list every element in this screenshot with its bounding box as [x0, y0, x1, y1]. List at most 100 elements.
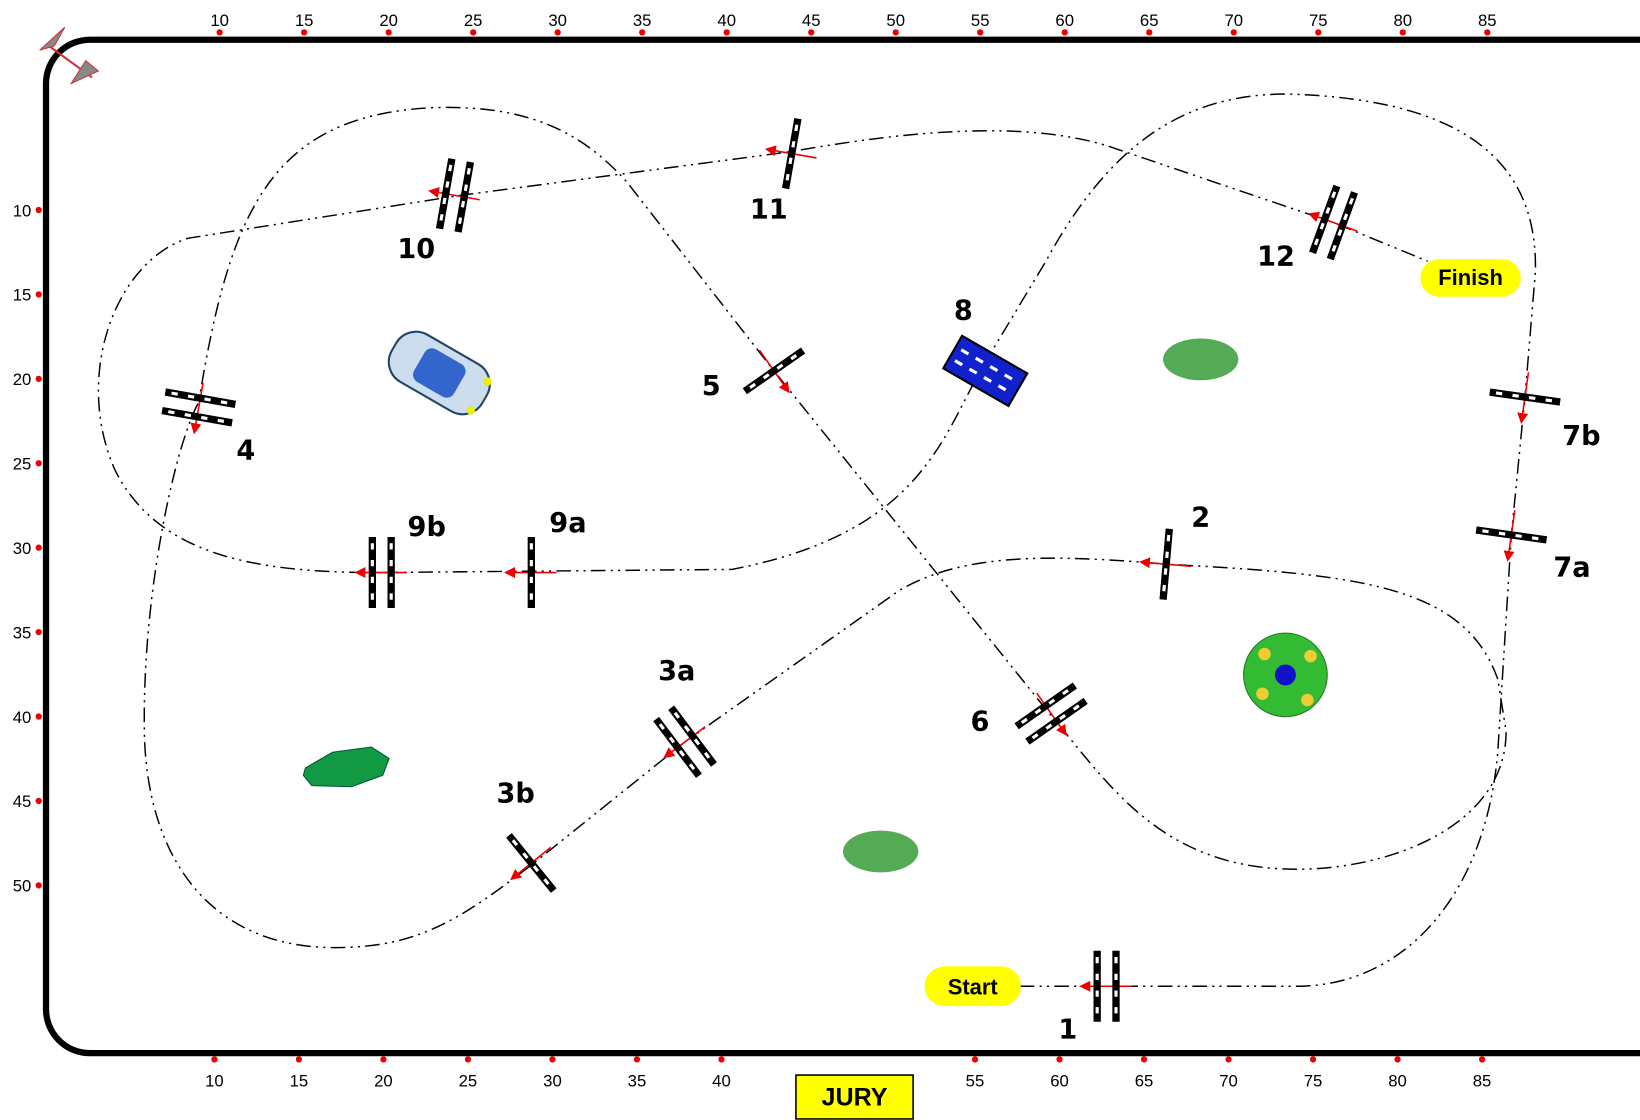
gate — [1475, 509, 1548, 562]
scale-tick — [718, 1056, 725, 1063]
route — [97, 93, 1537, 987]
left-scale-label: 15 — [13, 286, 32, 305]
obstacle-label: 6 — [971, 706, 990, 737]
left-scale-label: 10 — [13, 201, 32, 220]
obstacle-label: 9b — [408, 512, 446, 543]
bottom-scale-label: 65 — [1135, 1072, 1154, 1091]
top-scale-label: 65 — [1140, 11, 1159, 30]
bottom-scale-label: 40 — [712, 1072, 731, 1091]
obstacle-label: 8 — [954, 296, 973, 327]
scale-tick — [295, 1056, 303, 1063]
left-scale-label: 45 — [13, 792, 32, 811]
scale-tick — [639, 29, 646, 36]
obstacle-label: 10 — [397, 234, 435, 265]
obstacle-label: 3b — [496, 778, 534, 809]
scale-tick — [892, 29, 899, 36]
car — [387, 330, 492, 416]
scale-tick — [977, 29, 984, 36]
scale-tick — [301, 29, 308, 36]
bottom-scale-label: 70 — [1219, 1072, 1238, 1091]
pond — [302, 746, 390, 788]
scale-tick — [1146, 29, 1153, 36]
scale-tick — [1309, 1056, 1317, 1063]
gate — [161, 382, 237, 435]
bottom-scale-label: 25 — [459, 1072, 478, 1091]
bottom-scale-label: 55 — [966, 1072, 985, 1091]
start-badge — [924, 966, 1021, 1007]
scale-tick — [35, 460, 42, 467]
gate-direction — [663, 726, 706, 759]
gate — [1489, 372, 1561, 425]
scale-tick — [808, 29, 815, 36]
scale-tick — [470, 29, 477, 36]
bottom-scale-label: 30 — [543, 1072, 562, 1091]
left-scale-label: 50 — [13, 877, 32, 896]
scale-tick — [216, 29, 223, 36]
scale-tick — [35, 797, 42, 805]
scale-tick — [1399, 29, 1406, 36]
scale-tick — [1478, 1056, 1486, 1063]
scale-tick — [1140, 1056, 1148, 1063]
gate — [1307, 184, 1358, 261]
bottom-scale-label: 85 — [1473, 1072, 1492, 1091]
top-scale-label: 15 — [295, 11, 314, 30]
bottom-scale-label: 20 — [374, 1072, 393, 1091]
top-scale-label: 60 — [1055, 11, 1074, 30]
obstacle-label: 1 — [1058, 1015, 1077, 1046]
scale-tick — [35, 544, 42, 551]
scale-tick — [35, 206, 42, 214]
scale-tick — [1056, 1056, 1063, 1063]
scale-tick — [385, 29, 392, 36]
scale-tick — [723, 29, 730, 36]
top-scale-label: 25 — [464, 11, 483, 30]
gate-direction — [190, 382, 204, 435]
bush — [843, 830, 919, 873]
gate — [428, 158, 480, 233]
scale-tick — [1225, 1056, 1232, 1063]
scale-tick — [35, 882, 42, 889]
top-scale-label: 75 — [1309, 11, 1328, 30]
bottom-scale-label: 10 — [205, 1072, 224, 1091]
route — [143, 106, 1507, 949]
scale-tick — [380, 1056, 387, 1063]
obstacle-label: 3a — [658, 656, 695, 687]
gate — [764, 117, 817, 190]
obstacle-label: 2 — [1191, 503, 1210, 534]
finish-label: Finish — [1438, 265, 1503, 290]
obstacle-label: 9a — [549, 508, 586, 539]
start-label: Start — [948, 975, 999, 1000]
orientation-arrow — [39, 26, 100, 85]
flower-bed — [1243, 632, 1328, 718]
scale-tick — [464, 1056, 472, 1063]
gate — [1079, 950, 1132, 1022]
top-scale-label: 30 — [548, 11, 567, 30]
left-scale-label: 35 — [13, 623, 32, 642]
obstacle-label: 5 — [702, 371, 721, 402]
top-scale-label: 50 — [886, 11, 905, 30]
gate — [354, 537, 407, 609]
obstacle-8-block — [941, 334, 1029, 408]
scale-tick — [549, 1056, 556, 1063]
scale-tick — [1484, 29, 1491, 36]
bottom-scale-label: 35 — [628, 1072, 647, 1091]
bottom-scale-label: 80 — [1388, 1072, 1407, 1091]
bottom-scale-label: 75 — [1304, 1072, 1323, 1091]
bottom-scale-label: 15 — [290, 1072, 309, 1091]
scale-tick — [35, 375, 42, 382]
scale-tick — [1230, 29, 1237, 36]
arena-border — [42, 36, 1640, 1057]
left-scale-label: 30 — [13, 539, 32, 558]
top-scale-label: 80 — [1393, 11, 1412, 30]
gate — [506, 833, 557, 893]
obstacle-label: 7a — [1553, 553, 1590, 584]
scale-tick — [1061, 29, 1068, 36]
gate-direction — [428, 187, 480, 201]
scale-tick — [35, 628, 42, 636]
jury-box — [795, 1074, 914, 1120]
gate-direction — [1036, 692, 1067, 736]
obstacle-label: 11 — [750, 194, 788, 225]
finish-badge — [1420, 259, 1521, 297]
top-scale-label: 45 — [802, 11, 821, 30]
gate — [504, 537, 557, 609]
